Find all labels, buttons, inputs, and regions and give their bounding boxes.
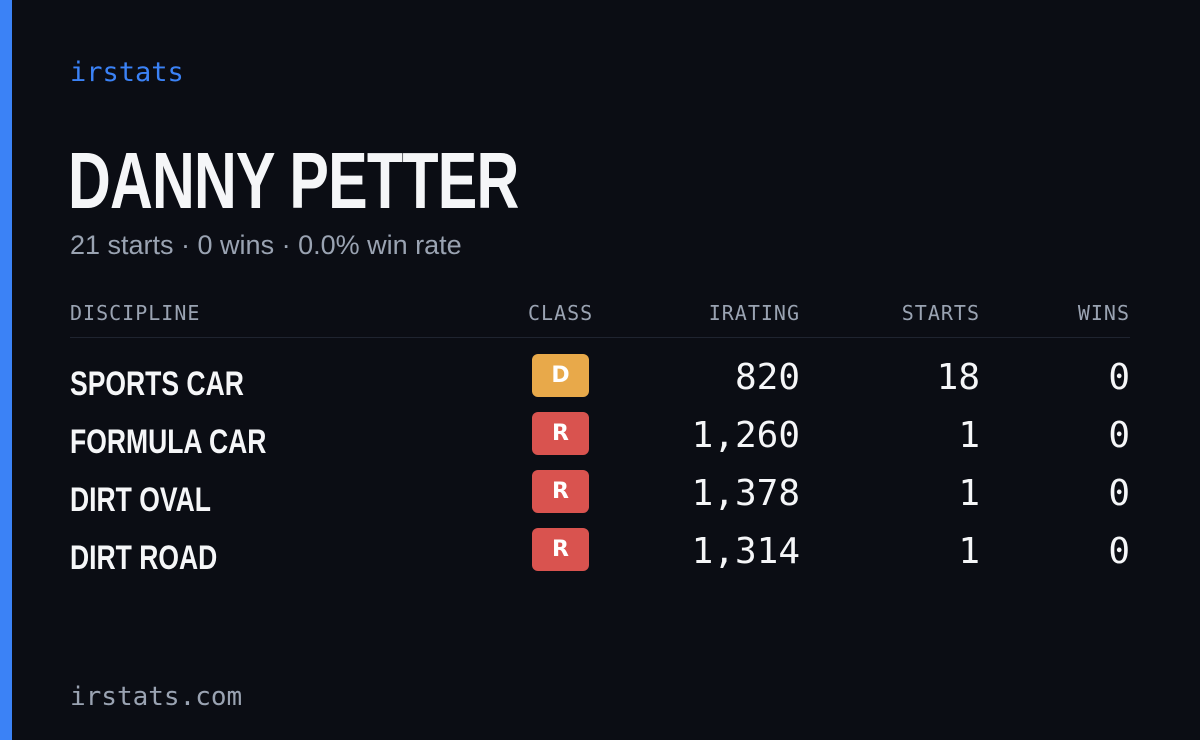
- starts-value: 1: [958, 415, 980, 456]
- starts-value: 1: [958, 531, 980, 572]
- wins-value: 0: [1108, 473, 1130, 514]
- irating-value: 820: [734, 357, 800, 398]
- brand-logo-text: irstats: [70, 57, 184, 88]
- discipline-name: DIRT ROAD: [70, 539, 218, 577]
- table-row: FORMULA CAR R 1,260 1 0: [70, 408, 1130, 466]
- license-class-badge: R: [532, 412, 589, 455]
- table-row: DIRT OVAL R 1,378 1 0: [70, 466, 1130, 524]
- license-class-badge: R: [532, 470, 589, 513]
- header-class: CLASS: [528, 301, 594, 325]
- header-irating: IRATING: [708, 301, 800, 325]
- driver-name: DANNY PETTER: [68, 136, 519, 225]
- irating-value: 1,314: [691, 531, 800, 572]
- wins-value: 0: [1108, 415, 1130, 456]
- header-wins: WINS: [1077, 301, 1130, 325]
- discipline-name: FORMULA CAR: [70, 423, 267, 461]
- starts-value: 18: [936, 357, 980, 398]
- accent-bar: [0, 0, 12, 740]
- irating-value: 1,378: [691, 473, 800, 514]
- discipline-name: DIRT OVAL: [70, 481, 211, 519]
- footer-url: irstats.com: [70, 682, 243, 712]
- discipline-name: SPORTS CAR: [70, 365, 244, 403]
- table-row: DIRT ROAD R 1,314 1 0: [70, 524, 1130, 582]
- wins-value: 0: [1108, 531, 1130, 572]
- starts-value: 1: [958, 473, 980, 514]
- header-discipline: DISCIPLINE: [70, 301, 201, 325]
- table-header: DISCIPLINE CLASS IRATING STARTS WINS: [70, 298, 1130, 338]
- driver-summary: 21 starts · 0 wins · 0.0% win rate: [70, 230, 462, 260]
- irating-value: 1,260: [691, 415, 800, 456]
- license-class-badge: R: [532, 528, 589, 571]
- license-class-badge: D: [532, 354, 589, 397]
- header-starts: STARTS: [901, 301, 980, 325]
- table-row: SPORTS CAR D 820 18 0: [70, 350, 1130, 408]
- wins-value: 0: [1108, 357, 1130, 398]
